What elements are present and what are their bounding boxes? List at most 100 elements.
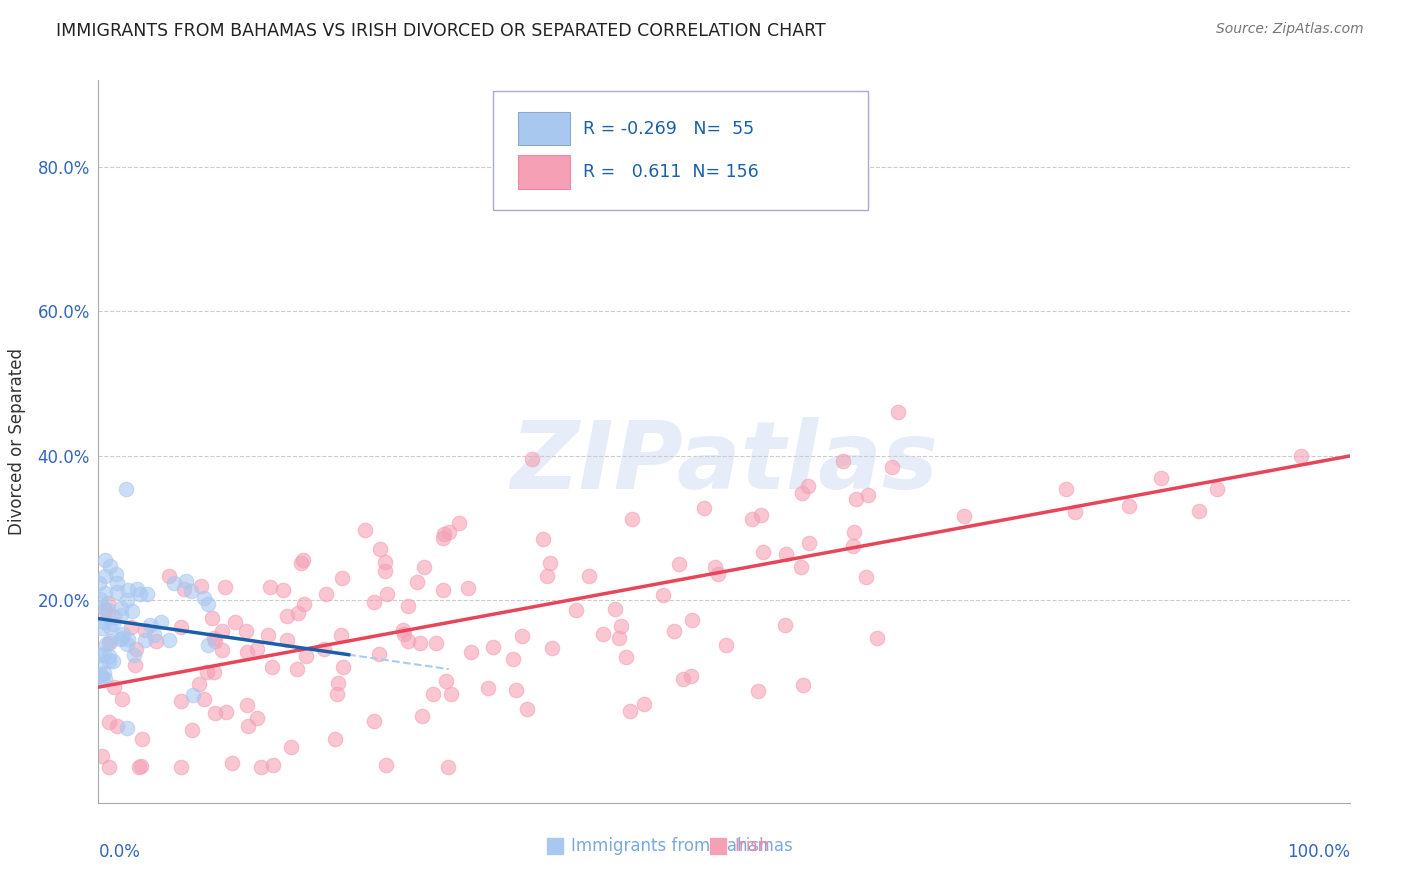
Point: [159, 569, 181, 583]
Point: [134, 632, 156, 647]
Text: R = -0.269   N=  55: R = -0.269 N= 55: [582, 120, 754, 137]
Point: [502, 652, 524, 666]
Point: [363, 595, 385, 609]
Point: [409, 636, 432, 650]
Point: [681, 613, 703, 627]
Point: [180, 583, 202, 598]
Point: [193, 591, 215, 605]
Point: [315, 587, 337, 601]
Point: [93, 665, 115, 680]
Point: [287, 606, 309, 620]
Point: [98, 654, 121, 668]
Point: [565, 603, 588, 617]
Point: [792, 678, 814, 692]
Point: [246, 641, 269, 656]
Point: [1289, 449, 1312, 463]
Point: [103, 610, 125, 624]
Point: [139, 618, 162, 632]
Point: [91, 748, 114, 763]
Point: [91, 600, 114, 615]
Point: [195, 665, 218, 679]
Point: [434, 673, 457, 688]
Point: [1118, 499, 1140, 513]
Point: [94, 603, 117, 617]
Point: [97, 714, 120, 729]
Point: [668, 557, 690, 571]
Point: [842, 524, 865, 539]
Point: [616, 649, 638, 664]
Point: [101, 616, 124, 631]
Point: [797, 479, 820, 493]
Point: [276, 633, 298, 648]
Point: [578, 568, 600, 582]
Point: [1054, 482, 1077, 496]
Point: [536, 569, 558, 583]
Point: [1188, 504, 1211, 518]
Point: [433, 526, 456, 541]
Point: [108, 632, 131, 646]
Point: [215, 705, 238, 719]
Text: 100.0%: 100.0%: [1286, 843, 1350, 861]
Point: [259, 580, 281, 594]
Point: [866, 631, 889, 645]
Point: [117, 582, 139, 597]
Point: [367, 647, 389, 661]
Point: [93, 615, 115, 629]
Point: [752, 545, 775, 559]
Point: [437, 760, 460, 774]
Text: 0.0%: 0.0%: [98, 843, 141, 861]
Point: [287, 662, 309, 676]
Point: [181, 723, 204, 737]
Point: [693, 501, 716, 516]
Point: [882, 459, 904, 474]
Point: [98, 620, 121, 634]
Point: [105, 719, 128, 733]
Point: [432, 531, 454, 545]
Point: [775, 617, 797, 632]
Point: [775, 547, 797, 561]
Point: [238, 719, 260, 733]
Point: [505, 682, 527, 697]
Point: [129, 759, 152, 773]
Point: [437, 525, 460, 540]
Point: [609, 618, 631, 632]
Point: [98, 634, 121, 648]
Point: [124, 648, 146, 662]
Point: [105, 567, 128, 582]
Text: Irish: Irish: [734, 838, 769, 855]
Point: [124, 642, 146, 657]
Point: [110, 607, 132, 622]
Point: [128, 760, 150, 774]
Point: [330, 571, 353, 585]
Point: [651, 588, 673, 602]
Point: [115, 637, 138, 651]
Point: [460, 645, 482, 659]
Point: [260, 660, 283, 674]
Text: IMMIGRANTS FROM BAHAMAS VS IRISH DIVORCED OR SEPARATED CORRELATION CHART: IMMIGRANTS FROM BAHAMAS VS IRISH DIVORCE…: [56, 22, 825, 40]
Point: [94, 585, 117, 599]
Point: [190, 578, 212, 592]
Point: [375, 587, 398, 601]
Point: [747, 684, 769, 698]
Point: [173, 582, 195, 596]
Point: [221, 756, 243, 771]
Point: [197, 638, 219, 652]
Point: [425, 636, 447, 650]
Point: [94, 568, 117, 582]
Point: [87, 576, 110, 591]
Point: [89, 648, 111, 663]
Point: [603, 601, 626, 615]
Point: [94, 553, 117, 567]
Point: [714, 638, 737, 652]
Point: [211, 624, 233, 639]
Point: [328, 676, 350, 690]
Point: [790, 560, 813, 574]
Point: [115, 721, 138, 735]
Point: [250, 760, 273, 774]
Point: [256, 628, 278, 642]
Point: [145, 634, 167, 648]
Point: [89, 668, 111, 682]
Point: [295, 649, 318, 664]
Point: [97, 635, 120, 649]
Point: [134, 623, 156, 637]
